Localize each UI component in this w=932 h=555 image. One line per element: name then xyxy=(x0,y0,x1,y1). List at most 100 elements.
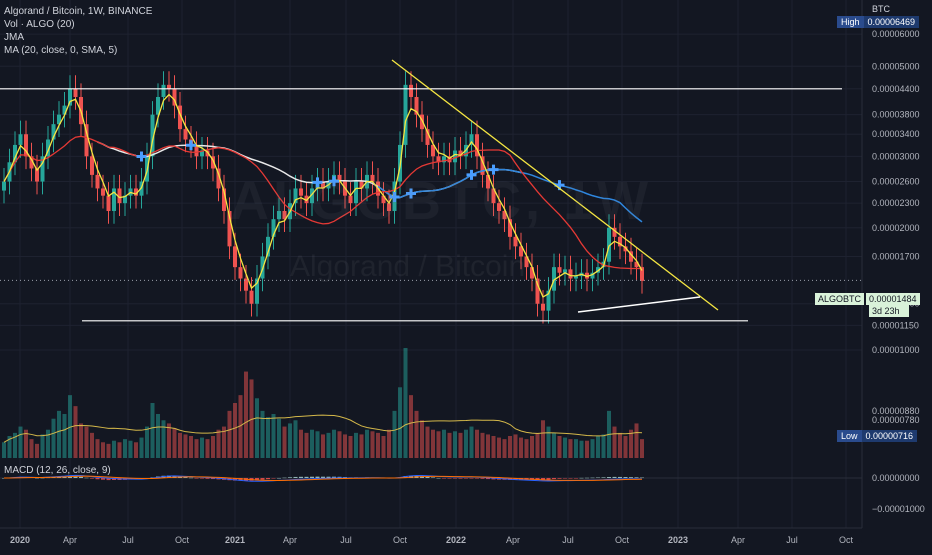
volume-bar xyxy=(420,420,424,458)
volume-bar xyxy=(381,436,386,458)
macd-histogram-bar xyxy=(447,478,452,479)
macd-legend: MACD (12, 26, close, 9) xyxy=(4,464,111,477)
macd-histogram-bar xyxy=(458,478,463,479)
macd-histogram-bar xyxy=(464,478,468,479)
macd-histogram-bar xyxy=(211,478,215,480)
candle-body xyxy=(535,278,540,304)
volume-bar xyxy=(502,439,507,458)
macd-histogram-bar xyxy=(326,476,331,478)
time-tick-label: 2023 xyxy=(668,535,688,545)
descending-trendline xyxy=(391,59,719,311)
candle-body xyxy=(486,174,490,189)
high-label: High xyxy=(837,16,864,28)
watermark-subtitle: Algorand / Bitcoin xyxy=(290,250,526,283)
macd-histogram-bar xyxy=(271,478,276,479)
candlesticks xyxy=(2,71,644,324)
candle-body xyxy=(150,114,155,157)
volume-bar xyxy=(106,443,111,458)
macd-histogram-bar xyxy=(194,478,199,479)
volume-bar xyxy=(18,426,23,458)
candle-body xyxy=(370,174,375,182)
indicator-volume[interactable]: Vol · ALGO (20) xyxy=(4,19,75,30)
volume-bar xyxy=(277,418,281,458)
macd-histogram-bar xyxy=(84,477,89,479)
volume-bar xyxy=(134,442,138,458)
volume-bar xyxy=(326,432,331,458)
volume-bar xyxy=(101,442,105,458)
macd-histogram-bar xyxy=(469,478,474,479)
candle-body xyxy=(134,188,138,196)
volume-bar xyxy=(348,436,353,458)
price-tick-label: 0.00002300 xyxy=(872,198,920,208)
volume-bar xyxy=(519,437,523,458)
volume-bar xyxy=(464,429,468,458)
candle-body xyxy=(354,181,358,204)
volume-bar xyxy=(150,403,155,458)
candle-body xyxy=(623,246,628,252)
chart-title: Algorand / Bitcoin, 1W, BINANCE xyxy=(4,6,153,17)
volume-bar xyxy=(255,398,259,458)
macd-histogram-bar xyxy=(480,478,485,479)
candle-body xyxy=(13,144,17,163)
cross-marker xyxy=(312,177,323,188)
volume-bar xyxy=(238,395,243,458)
time-axis[interactable]: 2020 Apr Jul Oct 2021 Apr Jul Oct 2022 Apr Jul Oct 2… xyxy=(0,527,862,545)
indicator-macd[interactable]: MACD (12, 26, close, 9) xyxy=(4,465,111,476)
price-axis[interactable]: 0.00006000 0.00005000 0.00004400 0.00003800… xyxy=(861,0,925,528)
volume-bar xyxy=(486,434,490,458)
last-symbol: ALGOBTC xyxy=(815,293,865,305)
macd-histogram-bar xyxy=(304,476,309,478)
macd-histogram-bar xyxy=(491,478,496,480)
candle-body xyxy=(458,150,463,157)
macd-histogram-bar xyxy=(431,477,435,478)
candle-body xyxy=(491,188,496,204)
macd-histogram-bar xyxy=(321,476,325,478)
volume-bar xyxy=(145,426,149,458)
macd-tick-label: 0.00000000 xyxy=(872,473,920,483)
volume-bar xyxy=(13,432,17,458)
candle-body xyxy=(414,96,419,115)
volume-bar xyxy=(557,436,562,458)
volume-bar xyxy=(332,429,336,458)
macd-histogram-bar xyxy=(238,478,243,481)
time-tick-label: Oct xyxy=(839,535,854,545)
price-tick-label: 0.00003400 xyxy=(872,129,920,139)
candle-body xyxy=(502,210,507,220)
candle-body xyxy=(546,290,551,311)
candle-body xyxy=(348,195,353,204)
macd-histogram-bar xyxy=(332,476,336,478)
volume-bar xyxy=(596,436,600,458)
macd-histogram-bar xyxy=(200,478,204,479)
cross-marker xyxy=(488,164,499,175)
candle-body xyxy=(68,88,72,106)
candle-body xyxy=(299,188,303,196)
price-tick-label: 0.00005000 xyxy=(872,61,920,71)
time-tick-label: 2021 xyxy=(225,535,245,545)
volume-bar xyxy=(618,432,622,458)
cross-marker xyxy=(406,188,416,199)
volume-bar xyxy=(266,417,270,458)
indicator-ma[interactable]: MA (20, close, 0, SMA, 5) xyxy=(4,45,118,56)
price-tick-label: 0.00001700 xyxy=(872,251,920,261)
bar-countdown: 3d 23h xyxy=(869,305,909,317)
indicator-jma[interactable]: JMA xyxy=(4,32,24,43)
volume-bar xyxy=(612,426,617,458)
legend: Algorand / Bitcoin, 1W, BINANCE Vol · AL… xyxy=(4,5,152,57)
price-tick-label: 0.00003800 xyxy=(872,110,920,120)
macd-histogram-bar xyxy=(167,475,171,478)
candle-body xyxy=(172,88,177,106)
candle-body xyxy=(238,267,243,279)
volume-bar xyxy=(167,423,171,458)
volume-bar xyxy=(260,410,265,458)
candle-body xyxy=(73,88,78,97)
volume-bar xyxy=(222,426,226,458)
price-tick-label: 0.00004400 xyxy=(872,84,920,94)
macd-histogram-bar xyxy=(425,476,430,478)
candle-body xyxy=(640,267,644,281)
volume-bar xyxy=(442,429,446,458)
volume-bar xyxy=(2,442,6,458)
low-label: Low xyxy=(837,430,862,442)
volume-bar xyxy=(112,440,116,458)
